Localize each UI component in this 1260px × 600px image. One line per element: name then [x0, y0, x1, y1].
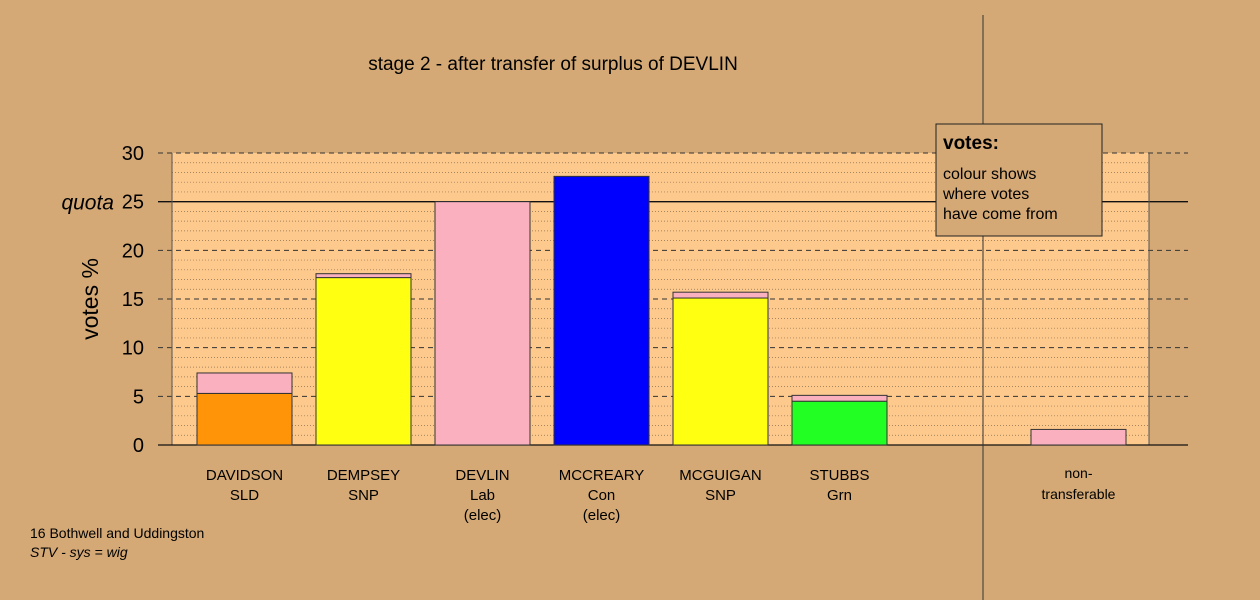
- candidate-name-label: DEVLIN: [455, 467, 509, 484]
- candidate-party-label: SNP: [705, 487, 736, 504]
- candidate-note-label: (elec): [464, 507, 502, 524]
- candidate-party-label: SLD: [230, 487, 259, 504]
- bar-segment-dempsey-lab: [315, 273, 412, 279]
- y-tick-label: 30: [122, 143, 144, 165]
- candidate-party-label: Lab: [470, 487, 495, 504]
- legend-line-3: have come from: [943, 206, 1058, 223]
- bar-segment-mcguigan-snp: [672, 297, 769, 446]
- legend-line-2: where votes: [942, 186, 1029, 203]
- non-transferable-label-2: transferable: [1042, 486, 1116, 502]
- y-tick-label: 10: [122, 338, 144, 360]
- candidate-name-label: DEMPSEY: [327, 467, 400, 484]
- y-tick-label: 5: [133, 386, 144, 408]
- bar-segment-mcguigan-lab: [672, 291, 769, 299]
- footer-system: STV - sys = wig: [30, 544, 128, 560]
- legend-line-1: colour shows: [943, 166, 1036, 183]
- bar-segment-devlin-lab: [434, 201, 531, 446]
- y-axis-label: votes %: [77, 258, 103, 340]
- legend-box: votes: colour shows where votes have com…: [935, 123, 1103, 237]
- bar-segment-mccreary-con: [553, 175, 650, 446]
- candidate-party-label: Con: [588, 487, 616, 504]
- quota-label: quota: [61, 192, 114, 215]
- bar-segment-davidson-lab: [196, 372, 293, 394]
- candidate-party-label: Grn: [827, 487, 852, 504]
- y-tick-label: 20: [122, 240, 144, 262]
- chart-title: stage 2 - after transfer of surplus of D…: [368, 54, 738, 75]
- candidate-name-label: MCCREARY: [559, 467, 645, 484]
- candidate-name-label: STUBBS: [809, 467, 869, 484]
- legend-heading: votes:: [943, 133, 999, 154]
- footer-constituency: 16 Bothwell and Uddingston: [30, 525, 204, 541]
- y-tick-label: 0: [133, 435, 144, 457]
- bars: [196, 175, 1127, 446]
- non-transferable-label-1: non-: [1064, 465, 1092, 481]
- bar-segment-stubbs-grn: [791, 400, 888, 446]
- candidate-name-label: DAVIDSON: [206, 467, 283, 484]
- candidate-name-label: MCGUIGAN: [679, 467, 762, 484]
- bar-segment-dempsey-snp: [315, 277, 412, 446]
- y-tick-label: 15: [122, 289, 144, 311]
- candidate-party-label: SNP: [348, 487, 379, 504]
- x-axis-labels: DAVIDSON SLD DEMPSEY SNP DEVLIN Lab (elec) MCCR…: [206, 465, 1116, 524]
- candidate-note-label: (elec): [583, 507, 621, 524]
- bar-segment-stubbs-lab: [791, 394, 888, 402]
- bar-segment-davidson-sld: [196, 392, 293, 446]
- bar-segment-non-transferable-lab: [1030, 428, 1127, 446]
- y-tick-label: 25: [122, 192, 144, 214]
- y-axis: 0 5 10 15 20 25 30 quota: [61, 143, 144, 457]
